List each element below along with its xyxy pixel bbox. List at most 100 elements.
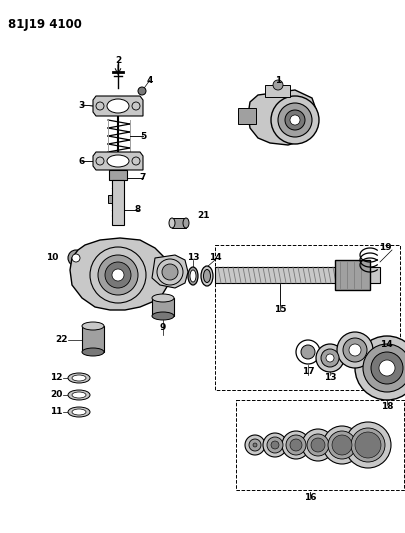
Ellipse shape bbox=[68, 390, 90, 400]
Text: 3: 3 bbox=[79, 101, 85, 109]
Text: 6: 6 bbox=[79, 157, 85, 166]
Text: 13: 13 bbox=[186, 254, 199, 262]
Circle shape bbox=[342, 338, 366, 362]
Circle shape bbox=[68, 250, 84, 266]
Ellipse shape bbox=[151, 312, 174, 320]
Circle shape bbox=[378, 360, 394, 376]
Text: 5: 5 bbox=[140, 132, 146, 141]
Circle shape bbox=[315, 344, 343, 372]
Text: 18: 18 bbox=[380, 402, 392, 411]
Circle shape bbox=[285, 435, 305, 455]
Ellipse shape bbox=[82, 322, 104, 330]
Text: 21: 21 bbox=[196, 211, 209, 220]
Circle shape bbox=[310, 438, 324, 452]
Circle shape bbox=[327, 431, 355, 459]
Ellipse shape bbox=[188, 267, 198, 285]
Circle shape bbox=[301, 429, 333, 461]
Text: 9: 9 bbox=[160, 324, 166, 333]
Polygon shape bbox=[247, 90, 317, 145]
Circle shape bbox=[354, 336, 405, 400]
Ellipse shape bbox=[68, 407, 90, 417]
Circle shape bbox=[289, 439, 301, 451]
Ellipse shape bbox=[72, 409, 86, 415]
Circle shape bbox=[244, 435, 264, 455]
Text: 22: 22 bbox=[55, 335, 68, 344]
Circle shape bbox=[90, 247, 146, 303]
Text: 14: 14 bbox=[379, 341, 392, 350]
Circle shape bbox=[72, 254, 80, 262]
Circle shape bbox=[320, 349, 338, 367]
Bar bbox=[151, 298, 174, 316]
Ellipse shape bbox=[72, 392, 86, 398]
Ellipse shape bbox=[183, 218, 189, 228]
Ellipse shape bbox=[190, 270, 196, 282]
Text: 20: 20 bbox=[51, 391, 63, 400]
Ellipse shape bbox=[82, 348, 104, 356]
Text: 4: 4 bbox=[147, 76, 153, 85]
Circle shape bbox=[370, 352, 402, 384]
Text: 13: 13 bbox=[323, 374, 335, 383]
Text: 12: 12 bbox=[50, 374, 63, 383]
Bar bbox=[108, 195, 112, 203]
Circle shape bbox=[344, 422, 390, 468]
Text: 19: 19 bbox=[378, 244, 391, 253]
Circle shape bbox=[270, 441, 278, 449]
Text: 2: 2 bbox=[115, 55, 121, 64]
Text: 1: 1 bbox=[274, 76, 280, 85]
Ellipse shape bbox=[203, 270, 210, 282]
Circle shape bbox=[322, 426, 360, 464]
Text: 11: 11 bbox=[50, 408, 63, 416]
Circle shape bbox=[284, 110, 304, 130]
Bar bbox=[215, 245, 399, 390]
Circle shape bbox=[262, 433, 286, 457]
Circle shape bbox=[336, 332, 372, 368]
Circle shape bbox=[105, 262, 131, 288]
Ellipse shape bbox=[68, 373, 90, 383]
Circle shape bbox=[138, 87, 146, 95]
Bar bbox=[112, 180, 124, 225]
Circle shape bbox=[252, 443, 256, 447]
Text: 17: 17 bbox=[301, 367, 313, 376]
Circle shape bbox=[331, 435, 351, 455]
Ellipse shape bbox=[200, 266, 213, 286]
Circle shape bbox=[157, 259, 183, 285]
Ellipse shape bbox=[107, 99, 129, 113]
Circle shape bbox=[277, 103, 311, 137]
Circle shape bbox=[270, 96, 318, 144]
Polygon shape bbox=[70, 238, 170, 310]
Bar bbox=[172, 218, 185, 228]
Text: 16: 16 bbox=[303, 494, 315, 503]
Circle shape bbox=[289, 115, 299, 125]
Circle shape bbox=[272, 80, 282, 90]
Circle shape bbox=[348, 344, 360, 356]
Polygon shape bbox=[151, 255, 188, 288]
Text: 14: 14 bbox=[208, 254, 221, 262]
Polygon shape bbox=[93, 152, 143, 170]
Circle shape bbox=[112, 269, 124, 281]
Text: 8: 8 bbox=[134, 206, 141, 214]
Circle shape bbox=[350, 428, 384, 462]
Circle shape bbox=[325, 354, 333, 362]
Circle shape bbox=[98, 255, 138, 295]
Text: 81J19 4100: 81J19 4100 bbox=[8, 18, 82, 31]
Text: 7: 7 bbox=[139, 174, 146, 182]
Bar bbox=[235, 400, 403, 490]
Bar bbox=[334, 260, 369, 290]
Circle shape bbox=[306, 434, 328, 456]
Text: 15: 15 bbox=[273, 305, 286, 314]
Bar bbox=[109, 170, 127, 180]
Ellipse shape bbox=[107, 155, 129, 167]
Bar bbox=[215, 267, 379, 283]
Circle shape bbox=[300, 345, 314, 359]
Circle shape bbox=[354, 432, 380, 458]
Circle shape bbox=[266, 437, 282, 453]
Ellipse shape bbox=[151, 294, 174, 302]
Bar bbox=[82, 326, 104, 352]
Ellipse shape bbox=[168, 218, 175, 228]
Circle shape bbox=[281, 431, 309, 459]
Bar bbox=[237, 108, 256, 124]
Text: 10: 10 bbox=[45, 254, 58, 262]
Circle shape bbox=[362, 344, 405, 392]
Circle shape bbox=[248, 439, 260, 451]
Ellipse shape bbox=[72, 375, 86, 381]
